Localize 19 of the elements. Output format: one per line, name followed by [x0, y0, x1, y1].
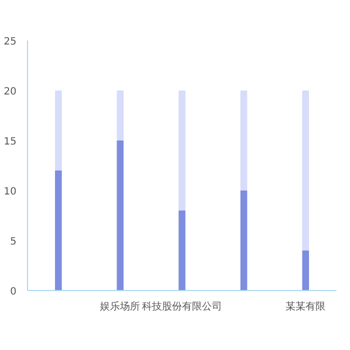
- bar: [240, 90, 248, 190]
- y-tick-label: 5: [10, 236, 17, 248]
- bar: [116, 140, 124, 290]
- bar: [55, 170, 62, 290]
- bar: [178, 90, 186, 210]
- y-tick-label: 0: [10, 286, 17, 298]
- y-tick-label: 10: [4, 186, 17, 198]
- y-tick-label: 20: [4, 86, 17, 98]
- bar: [116, 90, 124, 140]
- y-tick-label: 25: [4, 36, 17, 48]
- x-tick-label: 某某有限: [286, 300, 326, 312]
- bar: [302, 250, 309, 290]
- x-tick-label: 娱乐场所: [100, 300, 140, 312]
- y-tick-label: 15: [4, 136, 17, 148]
- bar: [302, 90, 309, 250]
- bar: [55, 90, 62, 170]
- bar: [240, 190, 248, 290]
- bar: [178, 210, 186, 290]
- x-tick-label: 科技股份有限公司: [142, 300, 222, 312]
